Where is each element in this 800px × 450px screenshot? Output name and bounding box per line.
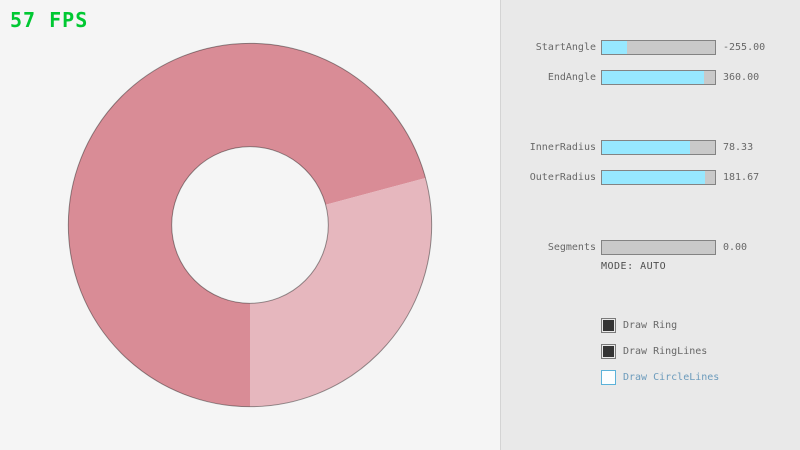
slider-outerradius[interactable] [601,170,716,185]
slider-value-outerradius: 181.67 [723,172,760,183]
slider-row-startangle: StartAngle -255.00 [501,40,800,55]
slider-value-endangle: 360.00 [723,72,760,83]
slider-value-innerradius: 78.33 [723,142,754,153]
checkbox-row-draw-ring: Draw Ring [501,318,800,333]
checkbox-row-draw-ringlines: Draw RingLines [501,344,800,359]
slider-fill-outerradius [602,171,705,184]
slider-value-segments: 0.00 [723,242,748,253]
slider-label-startangle: StartAngle [535,42,596,53]
slider-startangle[interactable] [601,40,716,55]
slider-label-outerradius: OuterRadius [529,172,596,183]
mode-label: MODE: AUTO [601,261,667,272]
slider-label-innerradius: InnerRadius [529,142,596,153]
ring-chart [67,42,433,408]
slider-fill-startangle [602,41,627,54]
checkbox-draw-ringlines[interactable] [601,344,616,359]
slider-segments[interactable] [601,240,716,255]
slider-label-endangle: EndAngle [547,72,596,83]
slider-label-segments: Segments [547,242,596,253]
ring-sector-light [250,177,432,407]
slider-innerradius[interactable] [601,140,716,155]
control-panel: StartAngle -255.00 EndAngle 360.00 Inner… [500,0,800,450]
slider-value-startangle: -255.00 [723,42,766,53]
checkbox-draw-circlelines[interactable] [601,370,616,385]
slider-fill-innerradius [602,141,691,154]
ring-inner-outline [171,146,329,304]
checkbox-label-draw-ring: Draw Ring [623,320,678,331]
slider-fill-endangle [602,71,704,84]
slider-row-innerradius: InnerRadius 78.33 [501,140,800,155]
slider-row-segments: Segments 0.00 [501,240,800,255]
checkbox-row-draw-circlelines: Draw CircleLines [501,370,800,385]
ring-sector-dark [68,43,426,407]
checkbox-draw-ring[interactable] [601,318,616,333]
ring-outer-outline [67,42,433,408]
slider-row-outerradius: OuterRadius 181.67 [501,170,800,185]
checkbox-label-draw-ringlines: Draw RingLines [623,346,708,357]
fps-counter: 57 FPS [10,8,89,32]
slider-endangle[interactable] [601,70,716,85]
checkbox-label-draw-circlelines: Draw CircleLines [623,372,720,383]
slider-row-endangle: EndAngle 360.00 [501,70,800,85]
